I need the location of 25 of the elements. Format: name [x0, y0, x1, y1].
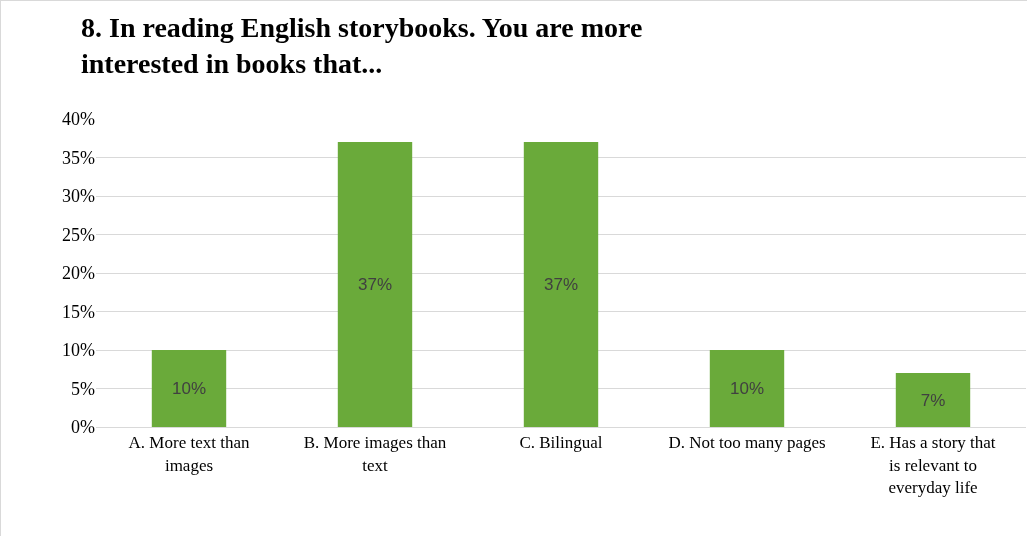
x-tick-label: A. More text than images — [128, 433, 250, 475]
bar — [151, 350, 227, 427]
data-label: 7% — [920, 390, 946, 410]
x-tick-label: E. Has a story that is relevant to everyday life — [870, 433, 996, 497]
data-label: 10% — [171, 379, 207, 398]
x-tick-label: B. More images than text — [303, 433, 447, 475]
chart-title: 8. In reading English storybooks. You are more interested in books that... — [81, 12, 643, 80]
bar — [709, 350, 785, 427]
y-tick-label: 25% — [62, 224, 95, 245]
x-tick-label: C. Bilingual — [519, 433, 603, 453]
y-tick-label: 35% — [62, 147, 95, 168]
bar — [337, 142, 413, 427]
y-tick-label: 10% — [62, 340, 95, 361]
data-label: 37% — [357, 275, 393, 295]
y-tick-label: 0% — [71, 417, 95, 438]
y-tick-label: 30% — [62, 186, 95, 207]
data-label: 10% — [729, 379, 765, 398]
x-tick-label: D. Not too many pages — [668, 433, 826, 453]
y-tick-label: 20% — [62, 263, 95, 284]
y-tick-label: 15% — [62, 301, 95, 322]
data-label: 37% — [543, 275, 579, 295]
y-tick-label: 40% — [62, 109, 95, 130]
y-tick-label: 5% — [71, 378, 95, 399]
bar — [895, 373, 971, 427]
bar — [523, 142, 599, 427]
